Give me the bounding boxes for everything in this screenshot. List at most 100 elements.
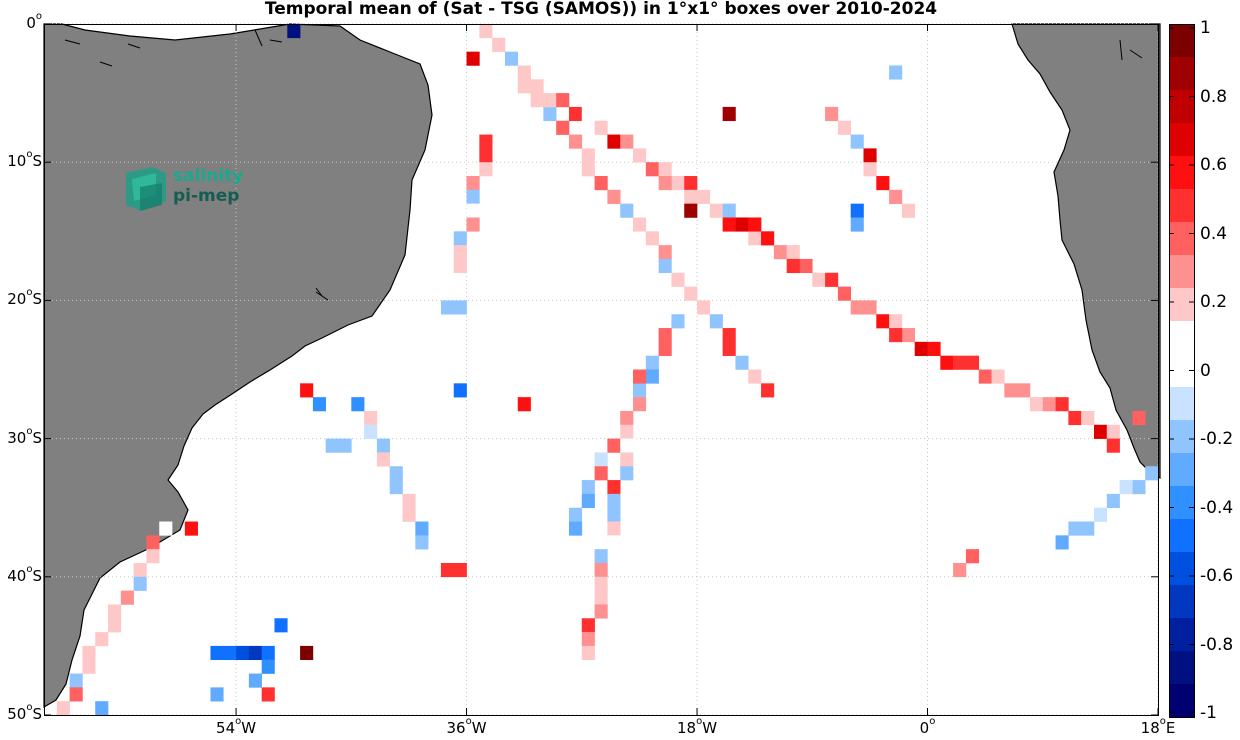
data-cell — [658, 258, 672, 274]
colorbar-segment — [1169, 255, 1194, 289]
data-cell — [889, 189, 903, 204]
data-cell — [453, 258, 467, 274]
colorbar-segment — [1169, 486, 1194, 520]
data-cell — [1029, 397, 1044, 412]
colorbar-segment — [1169, 651, 1194, 685]
data-cell — [440, 562, 455, 578]
data-cell — [876, 314, 890, 329]
data-cell — [376, 438, 391, 453]
data-cell — [889, 65, 903, 80]
data-cell — [671, 272, 685, 287]
data-cell — [722, 328, 736, 343]
data-cell — [69, 673, 83, 688]
data-cell — [581, 162, 595, 177]
data-cell — [133, 576, 147, 591]
data-cell — [517, 65, 531, 80]
data-cell — [594, 604, 608, 619]
data-cell — [684, 286, 698, 301]
data-cell — [607, 189, 621, 204]
data-cell — [684, 189, 698, 204]
data-cell — [761, 231, 775, 246]
y-tick-label: 20oS — [7, 287, 42, 309]
data-cell — [543, 106, 557, 122]
data-cell — [517, 79, 531, 94]
data-cell — [620, 134, 634, 149]
data-cell — [633, 369, 647, 384]
data-cell — [812, 93, 826, 108]
data-cell — [69, 687, 83, 702]
data-cell — [697, 189, 711, 204]
data-cell — [709, 203, 723, 218]
data-cell — [965, 355, 980, 370]
data-cell — [773, 245, 787, 260]
data-cell — [82, 645, 96, 661]
data-cell — [479, 134, 493, 149]
data-cell — [620, 203, 634, 218]
data-cell — [709, 314, 723, 329]
colorbar-segment — [1169, 519, 1194, 553]
data-cell — [607, 507, 621, 522]
data-cell — [837, 286, 851, 301]
data-cell — [863, 300, 877, 315]
data-cell — [633, 397, 647, 412]
data-cell — [1119, 480, 1133, 495]
data-cell — [466, 217, 480, 232]
colorbar-segment — [1169, 57, 1194, 91]
data-cell — [1106, 424, 1120, 439]
data-cell — [568, 507, 583, 522]
data-cell — [607, 493, 621, 508]
colorbar-tick-label: 0.6 — [1200, 155, 1228, 175]
x-tick-label: 36oW — [446, 716, 487, 737]
data-cell — [1004, 383, 1018, 398]
data-cell — [927, 341, 941, 356]
data-cell — [1068, 410, 1082, 426]
data-cell — [825, 272, 839, 287]
colorbar-segment — [1169, 24, 1194, 58]
data-cell — [364, 410, 378, 426]
africa-landmass — [1011, 23, 1161, 480]
data-cell — [684, 203, 698, 218]
colorbar-tick-label: -0.4 — [1200, 497, 1234, 518]
data-cell — [748, 217, 762, 232]
data-cell — [338, 438, 352, 453]
data-cell — [812, 272, 826, 287]
colorbar-segment — [1169, 321, 1194, 355]
y-tick-marks — [44, 23, 1158, 716]
data-cell — [658, 328, 672, 343]
data-cell — [415, 521, 429, 536]
data-cell — [748, 231, 762, 246]
data-cell — [581, 493, 595, 508]
data-cell — [607, 535, 621, 550]
colorbar-tick-label: 0.2 — [1200, 292, 1228, 312]
data-cell — [453, 245, 467, 260]
data-cell — [594, 590, 608, 605]
colorbar-segment — [1169, 123, 1194, 157]
data-cell — [594, 452, 608, 467]
data-cell — [863, 162, 877, 177]
data-cell — [607, 438, 621, 453]
colorbar-segment — [1169, 288, 1194, 322]
colorbar-tick-label: 0.4 — [1200, 223, 1228, 244]
data-cell — [658, 341, 672, 356]
data-cell — [184, 521, 198, 536]
data-cell — [722, 203, 736, 218]
data-cell — [210, 645, 224, 661]
data-cell — [799, 258, 813, 274]
data-cell — [402, 493, 416, 508]
data-cell — [645, 231, 659, 246]
data-cell — [1093, 507, 1108, 522]
data-cell — [1106, 438, 1120, 453]
data-cell — [697, 300, 711, 315]
data-cell — [645, 355, 659, 370]
data-cells — [56, 24, 1159, 716]
data-cell — [594, 576, 608, 591]
data-cell — [402, 507, 416, 522]
data-cell — [415, 535, 429, 550]
data-cell — [568, 106, 583, 122]
data-cell — [1017, 383, 1031, 398]
data-cell — [658, 162, 672, 177]
data-cell — [1081, 410, 1095, 426]
data-cell — [568, 521, 583, 536]
data-cell — [389, 480, 403, 495]
data-cell — [248, 673, 262, 688]
